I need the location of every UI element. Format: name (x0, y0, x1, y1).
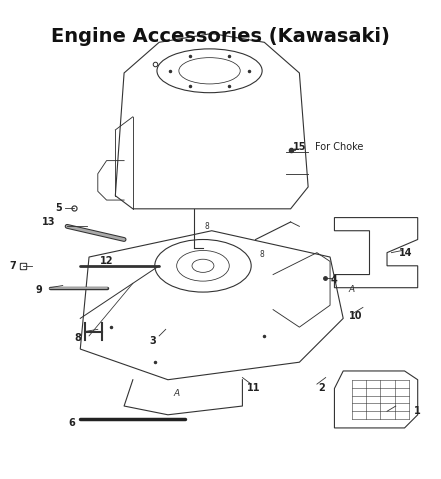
Text: 3: 3 (149, 336, 156, 346)
Text: 4: 4 (331, 275, 338, 285)
Text: 13: 13 (42, 217, 56, 227)
Text: 10: 10 (349, 311, 362, 321)
Text: 11: 11 (247, 384, 260, 393)
Text: 9: 9 (35, 285, 42, 295)
Text: 2: 2 (318, 384, 325, 393)
Text: Engine Accessories (Kawasaki): Engine Accessories (Kawasaki) (51, 27, 390, 46)
Text: 14: 14 (399, 248, 412, 258)
Text: A: A (349, 285, 355, 295)
Text: A: A (174, 389, 180, 398)
Text: 6: 6 (68, 418, 75, 428)
Text: 1: 1 (415, 406, 421, 416)
Text: 8: 8 (204, 222, 209, 231)
Text: 12: 12 (100, 256, 113, 266)
Text: 7: 7 (9, 261, 16, 271)
Text: 15: 15 (293, 142, 306, 151)
Text: 8: 8 (260, 251, 265, 259)
Text: 5: 5 (55, 203, 62, 213)
Text: 8: 8 (75, 333, 82, 343)
Text: For Choke: For Choke (315, 142, 363, 151)
